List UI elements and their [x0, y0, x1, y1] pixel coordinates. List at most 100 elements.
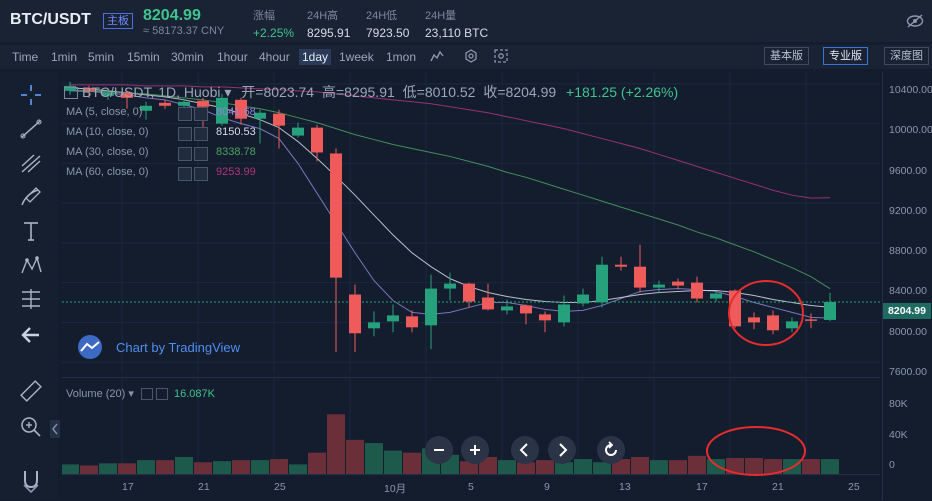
volume-bar — [80, 465, 98, 474]
measure-icon[interactable] — [18, 286, 44, 312]
chevron-down-icon[interactable] — [20, 480, 42, 496]
candle-body — [330, 153, 342, 278]
volume-bar — [688, 455, 706, 474]
volume-bar — [802, 459, 820, 474]
tradingview-logo-icon[interactable] — [75, 334, 109, 360]
settings-icon[interactable] — [178, 127, 192, 141]
tf-4hour[interactable]: 4hour — [259, 50, 290, 64]
candle-body — [634, 266, 646, 288]
settings-icon[interactable] — [178, 107, 192, 121]
ma-legend-row[interactable]: MA (30, close, 0) 8338.78 — [66, 146, 256, 161]
tf-time[interactable]: Time — [12, 50, 39, 64]
tf-1hour[interactable]: 1hour — [217, 50, 248, 64]
settings-icon[interactable] — [140, 388, 153, 401]
ma-legend-row[interactable]: MA (10, close, 0) 8150.53 — [66, 126, 256, 141]
pair-title[interactable]: BTC/USDT — [10, 11, 91, 28]
zoom-in-button[interactable] — [461, 436, 489, 464]
board-badge: 主板 — [103, 13, 133, 29]
volume-bar — [346, 439, 364, 474]
crosshair-icon[interactable] — [18, 82, 44, 108]
settings-icon[interactable] — [178, 147, 192, 161]
ma-label: MA (10, close, 0) — [66, 126, 149, 138]
view-pro-button[interactable]: 专业版 — [823, 47, 868, 65]
price-tick: 10400.00 — [889, 84, 932, 96]
candle-body — [520, 305, 532, 314]
candle-body — [672, 281, 684, 286]
tf-1day[interactable]: 1day — [299, 49, 332, 65]
candle-body — [235, 99, 247, 119]
collapse-toolbar-handle[interactable] — [50, 420, 60, 438]
volume-bar — [194, 462, 212, 474]
volume-bar — [821, 459, 839, 474]
volume-bar — [593, 462, 611, 474]
ma-legend-row[interactable]: MA (60, close, 0) 9253.99 — [66, 166, 256, 181]
zoom-in-icon[interactable] — [18, 414, 44, 440]
scroll-right-button[interactable] — [548, 436, 576, 464]
time-tick: 21 — [772, 481, 784, 493]
ma-label: MA (60, close, 0) — [66, 166, 149, 178]
eye-off-icon[interactable] — [906, 14, 924, 28]
scroll-left-button[interactable] — [511, 436, 539, 464]
stat-change: 涨幅 +2.25% — [253, 7, 294, 40]
brush-icon[interactable] — [18, 184, 44, 210]
volume-bar — [99, 463, 117, 474]
price-tick: 9600.00 — [889, 165, 927, 177]
candle-body — [577, 294, 589, 304]
close-icon[interactable] — [194, 107, 208, 121]
volume-bar — [365, 443, 383, 474]
ma-value: 9253.99 — [216, 166, 256, 178]
close-icon[interactable] — [194, 147, 208, 161]
collapse-legend-icon[interactable] — [64, 87, 78, 100]
reset-chart-button[interactable] — [597, 436, 625, 464]
screenshot-icon[interactable] — [494, 49, 508, 63]
close-icon[interactable] — [194, 127, 208, 141]
legend-high: 高=8295.91 — [321, 84, 395, 100]
ma-legend-row[interactable]: MA (5, close, 0) 8041.68 — [66, 106, 256, 121]
settings-icon[interactable] — [178, 167, 192, 181]
tf-30min[interactable]: 30min — [171, 50, 204, 64]
candle-body — [368, 322, 380, 329]
time-tick: 13 — [619, 481, 631, 493]
close-icon[interactable] — [194, 167, 208, 181]
ma-value: 8338.78 — [216, 146, 256, 158]
magnet-icon[interactable] — [18, 466, 44, 492]
candle-body — [710, 293, 722, 299]
back-arrow-icon[interactable] — [18, 322, 44, 348]
candle-body — [273, 113, 285, 126]
price-tick: 8400.00 — [889, 285, 927, 297]
pitchfork-icon[interactable] — [18, 150, 44, 176]
view-basic-button[interactable]: 基本版 — [764, 47, 809, 65]
time-tick: 10月 — [384, 483, 407, 495]
cny-price: ≈ 58173.37 CNY — [143, 25, 225, 37]
time-tick: 17 — [696, 481, 708, 493]
price-tick: 8800.00 — [889, 245, 927, 257]
pattern-icon[interactable] — [18, 252, 44, 278]
candle-body — [102, 92, 114, 96]
price-chart[interactable] — [62, 72, 880, 374]
price-axis[interactable]: 10400.00 10000.00 9600.00 9200.00 8800.0… — [882, 72, 932, 500]
trend-line-icon[interactable] — [18, 116, 44, 142]
time-axis[interactable] — [62, 474, 880, 501]
drawing-toolbar — [0, 72, 58, 500]
text-tool-icon[interactable] — [18, 218, 44, 244]
volume-bar — [137, 460, 155, 474]
view-depth-button[interactable]: 深度图 — [884, 47, 929, 65]
tf-5min[interactable]: 5min — [88, 50, 115, 64]
tf-1min[interactable]: 1min — [51, 50, 78, 64]
tradingview-watermark[interactable]: Chart by TradingView — [116, 340, 241, 355]
stat-high: 24H高 8295.91 — [307, 7, 350, 40]
volume-bar — [156, 460, 174, 474]
tf-1mon[interactable]: 1mon — [386, 50, 417, 64]
zoom-out-button[interactable] — [425, 436, 453, 464]
tf-15min[interactable]: 15min — [127, 50, 160, 64]
close-icon[interactable] — [155, 388, 168, 401]
current-price-tag: 8204.99 — [883, 303, 931, 319]
candle-body — [653, 284, 665, 288]
ruler-icon[interactable] — [18, 378, 44, 404]
settings-icon[interactable] — [464, 49, 478, 63]
volume-bar — [745, 458, 763, 474]
indicator-icon[interactable] — [430, 49, 444, 63]
legend-title[interactable]: BTC/USDT, 1D, Huobi — [82, 84, 221, 100]
volume-bar — [403, 452, 421, 474]
tf-1week[interactable]: 1week — [339, 50, 374, 64]
